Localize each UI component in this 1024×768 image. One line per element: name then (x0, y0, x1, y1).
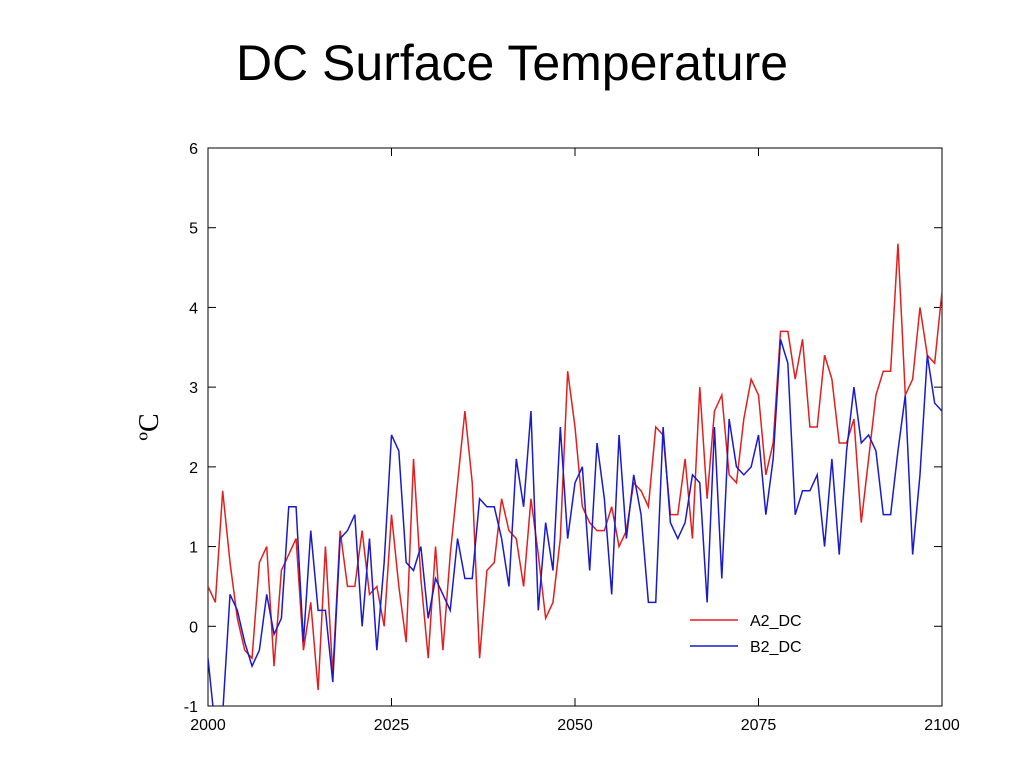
y-tick-label: 2 (189, 460, 198, 477)
y-tick-label: 0 (189, 619, 198, 636)
y-tick-label: 1 (189, 540, 198, 557)
legend-label: A2_DC (750, 613, 802, 630)
legend-label: B2_DC (750, 639, 802, 656)
y-tick-label: 5 (189, 221, 198, 238)
y-axis-label: ºC (134, 413, 165, 440)
y-tick-label: 6 (189, 141, 198, 158)
chart-title: DC Surface Temperature (236, 35, 788, 91)
y-tick-label: 4 (189, 300, 198, 317)
x-tick-label: 2050 (557, 717, 593, 734)
y-tick-label: -1 (184, 699, 198, 716)
x-tick-label: 2000 (190, 717, 226, 734)
series-line (208, 339, 942, 706)
x-tick-label: 2100 (924, 717, 960, 734)
series-line (208, 243, 942, 691)
y-tick-label: 3 (189, 380, 198, 397)
x-tick-label: 2025 (374, 717, 410, 734)
x-tick-label: 2075 (741, 717, 777, 734)
